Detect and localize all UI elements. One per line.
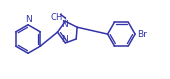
Text: N: N <box>61 20 68 29</box>
Text: N: N <box>25 15 31 24</box>
Text: CH$_3$: CH$_3$ <box>50 12 67 24</box>
Text: Br: Br <box>137 30 147 39</box>
Text: N: N <box>61 35 68 44</box>
